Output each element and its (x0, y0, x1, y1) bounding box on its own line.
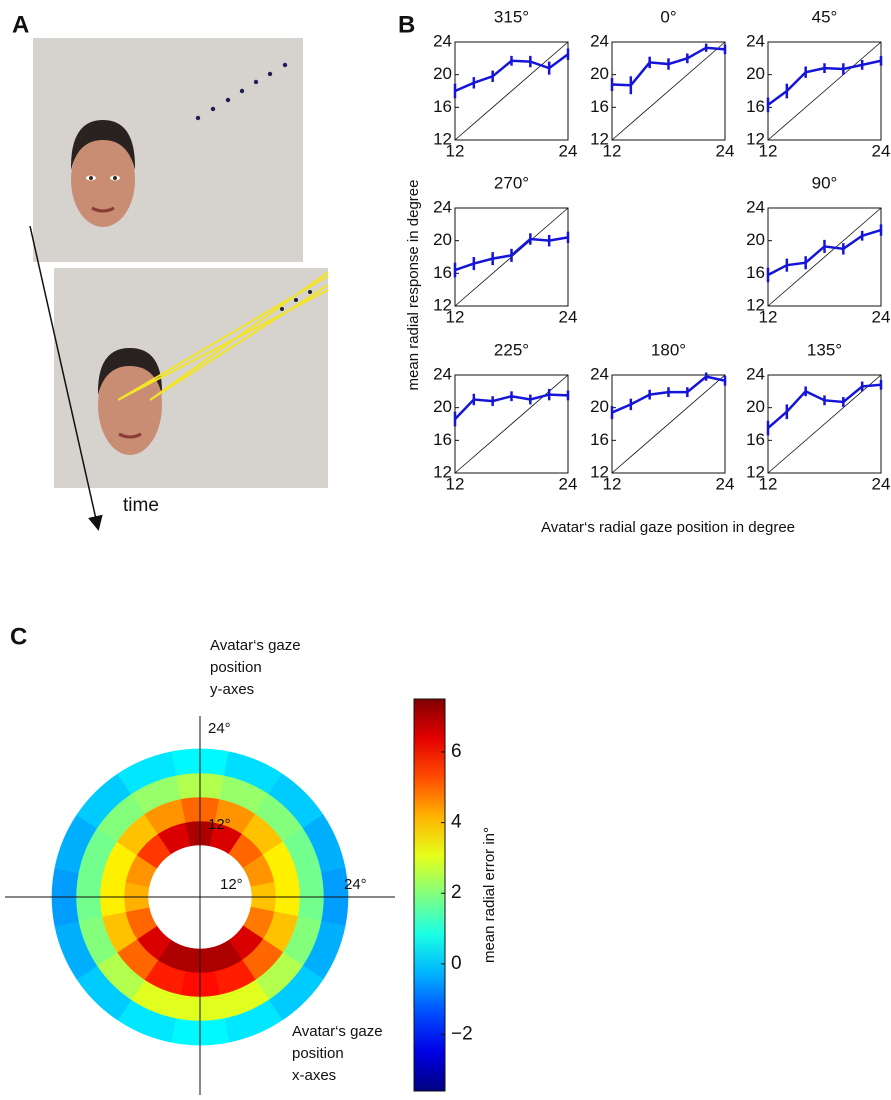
time-label: time (123, 495, 159, 516)
x-tick-label: 12 (603, 141, 622, 160)
y-tick-label: 20 (746, 230, 765, 249)
colorbar-tick-label: −2 (451, 1024, 473, 1045)
y-tick-label: 16 (433, 263, 452, 282)
y-tick-label: 12 (746, 462, 765, 481)
colorbar (413, 698, 446, 1092)
colorbar-tick-label: 2 (451, 882, 462, 903)
panel-label: A (12, 11, 29, 38)
y-tick-label: 24 (433, 197, 452, 216)
x-tick-label: 24 (716, 474, 735, 493)
colorbar-label: mean radial error in° (481, 827, 498, 963)
x-tick-label: 24° (344, 876, 367, 893)
identity-line (767, 207, 882, 307)
identity-line (767, 41, 882, 141)
y-tick-label: 24 (590, 364, 609, 383)
x-tick-label: 24 (559, 474, 578, 493)
x-tick-label: 12 (446, 141, 465, 160)
x-tick-label: 12 (446, 307, 465, 326)
y-tick-label: 20 (746, 64, 765, 83)
x-tick-label: 12 (446, 474, 465, 493)
y-tick-label: 16 (433, 430, 452, 449)
chart-title: 180° (651, 340, 686, 359)
y-tick-label: 24 (746, 31, 765, 50)
chart-title: 270° (494, 173, 529, 192)
y-tick-label: 12 (746, 295, 765, 314)
y-tick-label: 24° (208, 720, 231, 737)
y-tick-label: 12 (433, 295, 452, 314)
y-tick-label: 12 (590, 462, 609, 481)
panel-label: B (398, 11, 415, 38)
identity-line (611, 374, 726, 474)
y-tick-label: 12 (746, 129, 765, 148)
y-tick-label: 24 (433, 364, 452, 383)
x-axis-label: x-axes (292, 1067, 336, 1084)
y-tick-label: 12° (208, 816, 231, 833)
heat-cell (117, 751, 177, 795)
y-tick-label: 20 (433, 230, 452, 249)
x-tick-label: 12° (220, 876, 243, 893)
y-tick-label: 16 (746, 430, 765, 449)
y-tick-label: 20 (590, 64, 609, 83)
x-tick-label: 24 (559, 307, 578, 326)
time-arrow (29, 225, 103, 531)
y-tick-label: 16 (746, 263, 765, 282)
y-axis-label: Avatar‘s gaze (210, 637, 301, 654)
x-tick-label: 12 (759, 474, 778, 493)
y-tick-label: 24 (746, 364, 765, 383)
identity-line (611, 41, 726, 141)
y-tick-label: 12 (433, 462, 452, 481)
y-tick-label: 20 (590, 397, 609, 416)
y-tick-label: 20 (433, 397, 452, 416)
x-axis-label: position (292, 1045, 344, 1062)
y-axis-label: y-axes (210, 681, 254, 698)
colorbar-tick-label: 6 (451, 741, 462, 762)
x-tick-label: 12 (759, 307, 778, 326)
x-tick-label: 24 (872, 474, 891, 493)
identity-line (454, 41, 569, 141)
chart-title: 0° (660, 7, 676, 26)
y-tick-label: 20 (746, 397, 765, 416)
y-axis-label: mean radial response in degree (405, 180, 422, 391)
colorbar-tick-label: 4 (451, 812, 462, 833)
chart-title: 90° (812, 173, 838, 192)
y-tick-label: 12 (590, 129, 609, 148)
panel-label: C (10, 623, 27, 650)
x-axis-label: Avatar‘s gaze (292, 1023, 383, 1040)
y-tick-label: 12 (433, 129, 452, 148)
y-tick-label: 24 (746, 197, 765, 216)
y-tick-label: 20 (433, 64, 452, 83)
y-tick-label: 16 (746, 97, 765, 116)
stimulus-frame-2 (54, 268, 329, 488)
y-tick-label: 16 (590, 97, 609, 116)
stimulus-frame-1 (33, 38, 303, 262)
x-tick-label: 24 (872, 307, 891, 326)
x-tick-label: 24 (559, 141, 578, 160)
chart-title: 315° (494, 7, 529, 26)
chart-title: 45° (812, 7, 838, 26)
chart-title: 135° (807, 340, 842, 359)
y-tick-label: 24 (433, 31, 452, 50)
colorbar-tick-label: 0 (451, 953, 462, 974)
x-tick-label: 12 (759, 141, 778, 160)
y-tick-label: 24 (590, 31, 609, 50)
x-tick-label: 24 (872, 141, 891, 160)
x-tick-label: 24 (716, 141, 735, 160)
y-tick-label: 16 (590, 430, 609, 449)
x-axis-label: Avatar‘s radial gaze position in degree (541, 519, 795, 536)
x-tick-label: 12 (603, 474, 622, 493)
chart-title: 225° (494, 340, 529, 359)
y-axis-label: position (210, 659, 262, 676)
y-tick-label: 16 (433, 97, 452, 116)
